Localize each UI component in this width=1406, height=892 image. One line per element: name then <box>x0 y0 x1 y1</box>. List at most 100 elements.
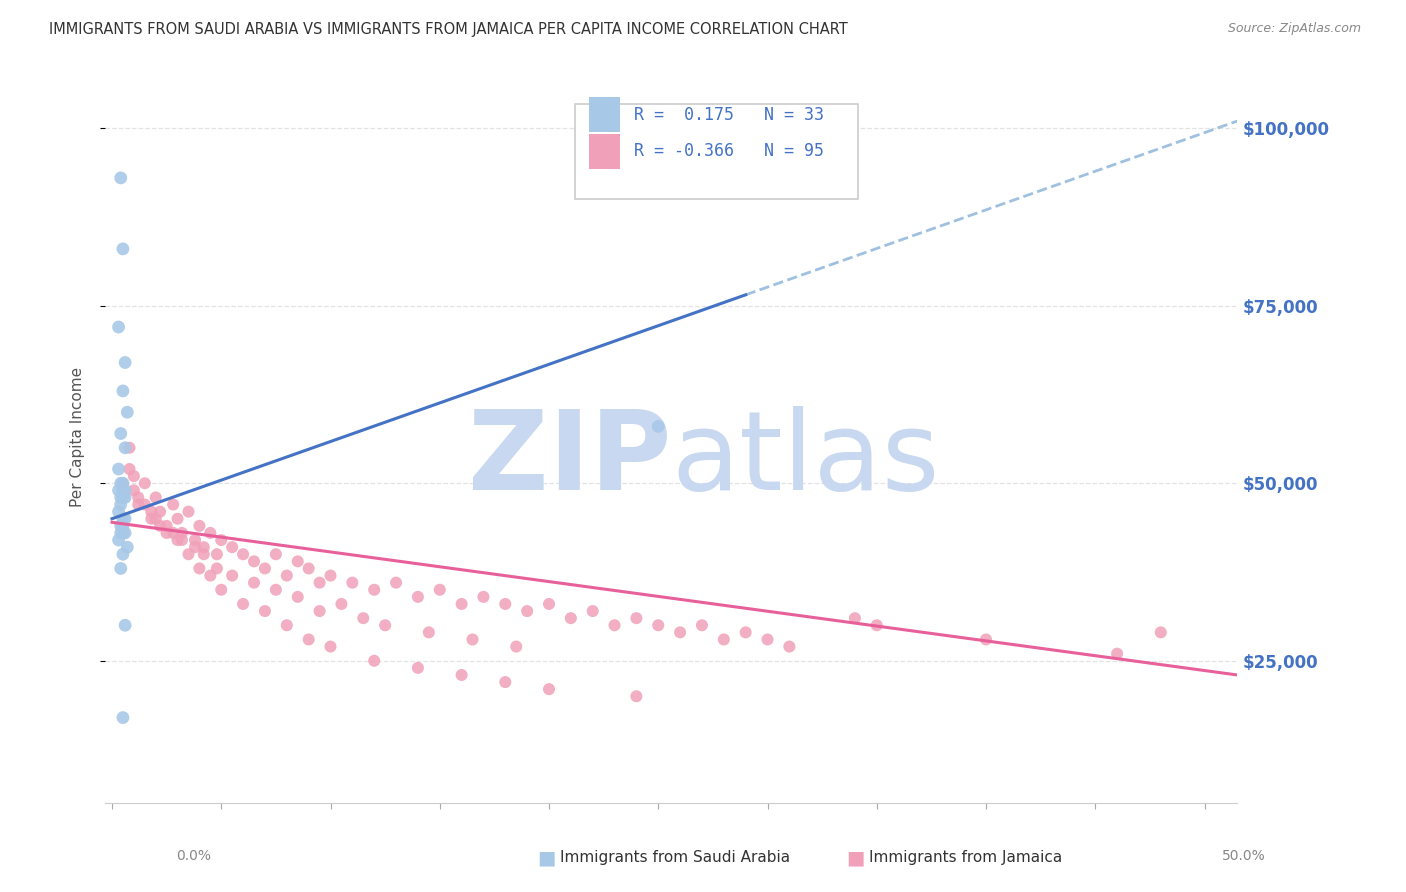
Point <box>110 476 132 491</box>
Point <box>363 654 385 668</box>
Point <box>232 547 254 561</box>
Point <box>111 384 134 398</box>
Point <box>114 441 136 455</box>
Point <box>145 491 167 505</box>
Text: ■: ■ <box>537 848 555 867</box>
Point <box>287 590 309 604</box>
Point <box>111 547 134 561</box>
Point <box>110 525 132 540</box>
Point <box>118 441 141 455</box>
Point <box>243 575 266 590</box>
Point <box>287 554 309 568</box>
Point <box>974 632 997 647</box>
Point <box>406 661 429 675</box>
Point <box>177 547 200 561</box>
Point <box>626 611 648 625</box>
Point <box>319 640 342 654</box>
Point <box>200 525 222 540</box>
Point <box>111 525 134 540</box>
Point <box>209 582 232 597</box>
Point <box>330 597 353 611</box>
Point <box>127 498 149 512</box>
Point <box>107 533 129 547</box>
Point <box>221 540 243 554</box>
Point <box>669 625 692 640</box>
Text: Source: ZipAtlas.com: Source: ZipAtlas.com <box>1227 22 1361 36</box>
Text: ZIP: ZIP <box>468 406 672 513</box>
Point <box>205 561 228 575</box>
Point <box>111 242 134 256</box>
Point <box>188 519 211 533</box>
Point <box>866 618 889 632</box>
Text: ■: ■ <box>846 848 865 867</box>
Point <box>374 618 396 632</box>
Text: 0.0%: 0.0% <box>176 849 211 863</box>
Point <box>193 547 215 561</box>
Point <box>111 710 134 724</box>
Point <box>406 590 429 604</box>
Point <box>690 618 713 632</box>
Point <box>114 355 136 369</box>
Point <box>243 554 266 568</box>
Point <box>166 512 188 526</box>
Point <box>107 462 129 476</box>
Point <box>342 575 364 590</box>
Point <box>110 519 132 533</box>
Point <box>276 618 298 632</box>
Point <box>110 170 132 185</box>
Point <box>184 540 207 554</box>
Point <box>494 597 516 611</box>
Point <box>844 611 866 625</box>
Point <box>253 561 276 575</box>
Point <box>170 533 193 547</box>
Point <box>107 505 129 519</box>
Point <box>117 405 139 419</box>
Point <box>505 640 527 654</box>
Point <box>264 547 287 561</box>
Point <box>162 525 184 540</box>
Point <box>156 519 179 533</box>
Point <box>472 590 495 604</box>
Point <box>156 525 179 540</box>
Point <box>298 561 321 575</box>
Point <box>352 611 374 625</box>
Point <box>134 476 156 491</box>
Point <box>188 561 211 575</box>
Point <box>363 582 385 597</box>
Point <box>170 525 193 540</box>
Point <box>134 498 156 512</box>
Point <box>429 582 451 597</box>
Point <box>111 476 134 491</box>
Point <box>110 498 132 512</box>
Point <box>107 320 129 334</box>
Point <box>756 632 779 647</box>
Point <box>713 632 735 647</box>
Point <box>110 426 132 441</box>
Point <box>276 568 298 582</box>
Point <box>450 668 472 682</box>
Point <box>232 597 254 611</box>
Point <box>537 682 560 697</box>
Text: R =  0.175   N = 33: R = 0.175 N = 33 <box>634 105 824 123</box>
Point <box>111 519 134 533</box>
Point <box>111 491 134 505</box>
Point <box>166 533 188 547</box>
Point <box>1107 647 1129 661</box>
Point <box>110 491 132 505</box>
Point <box>298 632 321 647</box>
Point <box>114 618 136 632</box>
Point <box>560 611 582 625</box>
Point <box>184 533 207 547</box>
Point <box>221 568 243 582</box>
Y-axis label: Per Capita Income: Per Capita Income <box>70 367 84 508</box>
Point <box>308 604 330 618</box>
Point <box>114 483 136 498</box>
Point <box>734 625 756 640</box>
Point <box>127 491 149 505</box>
Point <box>778 640 800 654</box>
Point <box>177 505 200 519</box>
Point <box>107 483 129 498</box>
Point <box>209 533 232 547</box>
Bar <box>589 134 620 169</box>
Point <box>200 568 222 582</box>
